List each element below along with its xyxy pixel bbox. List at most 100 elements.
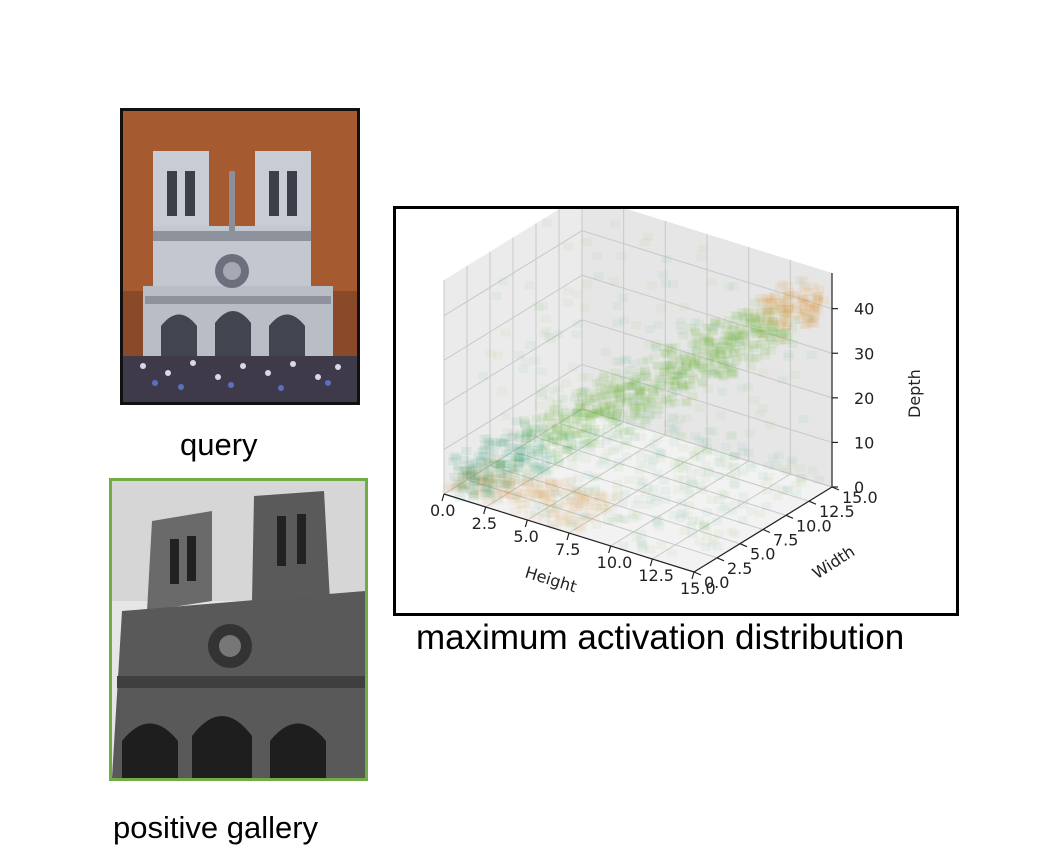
activation-point (553, 384, 564, 393)
activation-point (477, 447, 488, 456)
activation-point (468, 492, 479, 501)
activation-point (713, 343, 724, 352)
activation-point (781, 290, 792, 299)
activation-point (781, 308, 792, 317)
activation-point (607, 411, 618, 420)
activation-point (796, 474, 807, 483)
activation-point (583, 373, 594, 382)
activation-point (548, 438, 559, 447)
activation-point (664, 419, 675, 428)
activation-point (668, 412, 679, 421)
activation-point (512, 454, 523, 463)
activation-point (559, 414, 570, 423)
activation-point (813, 292, 824, 301)
activation-point (717, 489, 728, 498)
activation-point (519, 488, 532, 497)
activation-point (800, 299, 811, 308)
activation-point (782, 467, 793, 476)
activation-point (731, 354, 742, 363)
activation-point (557, 430, 568, 439)
activation-point (678, 465, 689, 474)
activation-point (720, 331, 731, 340)
activation-point (631, 372, 642, 381)
activation-point (750, 324, 761, 333)
activation-point (639, 392, 650, 401)
activation-point (703, 343, 714, 352)
activation-point (482, 485, 493, 494)
activation-point (556, 488, 569, 497)
query-caption: query (180, 427, 258, 462)
activation-point (566, 492, 577, 501)
activation-point (768, 316, 779, 325)
activation-point (769, 307, 780, 316)
activation-point (698, 364, 709, 373)
activation-point (635, 387, 646, 396)
activation-point (668, 377, 679, 386)
activation-point (746, 463, 757, 472)
activation-point (595, 376, 606, 385)
activation-point (591, 503, 602, 512)
activation-point (744, 314, 755, 323)
activation-point (770, 328, 781, 337)
activation-point (515, 446, 526, 455)
activation-point (586, 394, 597, 403)
activation-point (552, 330, 563, 339)
activation-point (607, 434, 618, 443)
activation-point (539, 329, 550, 338)
activation-point (708, 327, 719, 336)
activation-point (640, 488, 651, 497)
x-tick-label: 12.5 (638, 566, 674, 585)
grid-line (581, 319, 833, 399)
activation-point (723, 315, 734, 324)
activation-point (600, 384, 611, 393)
activation-point (612, 479, 623, 488)
activation-point (748, 354, 759, 363)
y-tick-label: 0.0 (704, 573, 729, 592)
activation-point (534, 401, 545, 410)
activation-point (743, 313, 754, 322)
activation-point (531, 414, 542, 423)
activation-point (502, 466, 513, 475)
activation-point (636, 482, 647, 491)
activation-point (678, 510, 689, 519)
activation-point (487, 437, 498, 446)
activation-point (658, 270, 669, 279)
activation-point (605, 376, 616, 385)
activation-point (745, 330, 756, 339)
activation-point (526, 449, 537, 458)
activation-point (660, 279, 671, 288)
activation-point (798, 306, 809, 315)
activation-point (515, 453, 526, 462)
activation-point (704, 427, 715, 436)
activation-point (604, 413, 615, 422)
activation-point (599, 407, 610, 416)
activation-point (508, 491, 521, 500)
activation-point (539, 441, 550, 450)
activation-point (495, 461, 506, 470)
activation-point (775, 304, 786, 313)
activation-point (529, 425, 540, 434)
activation-point (507, 455, 518, 464)
activation-point (483, 438, 494, 447)
activation-point (592, 472, 603, 481)
activation-point (448, 457, 459, 466)
activation-point (506, 486, 519, 495)
activation-point (787, 324, 798, 333)
activation-point (529, 464, 540, 473)
activation-point (722, 337, 733, 346)
activation-point (694, 361, 705, 370)
activation-point (725, 432, 736, 441)
activation-point (695, 537, 706, 546)
activation-point (635, 385, 646, 394)
activation-point (547, 520, 558, 529)
activation-point (607, 417, 618, 426)
y-tick (785, 514, 794, 519)
activation-point (660, 495, 671, 504)
activation-point (594, 493, 607, 502)
activation-point (547, 433, 558, 442)
activation-point (483, 478, 496, 487)
activation-point (614, 423, 625, 432)
activation-point (532, 448, 543, 457)
activation-point (719, 491, 730, 500)
activation-point (726, 342, 737, 351)
